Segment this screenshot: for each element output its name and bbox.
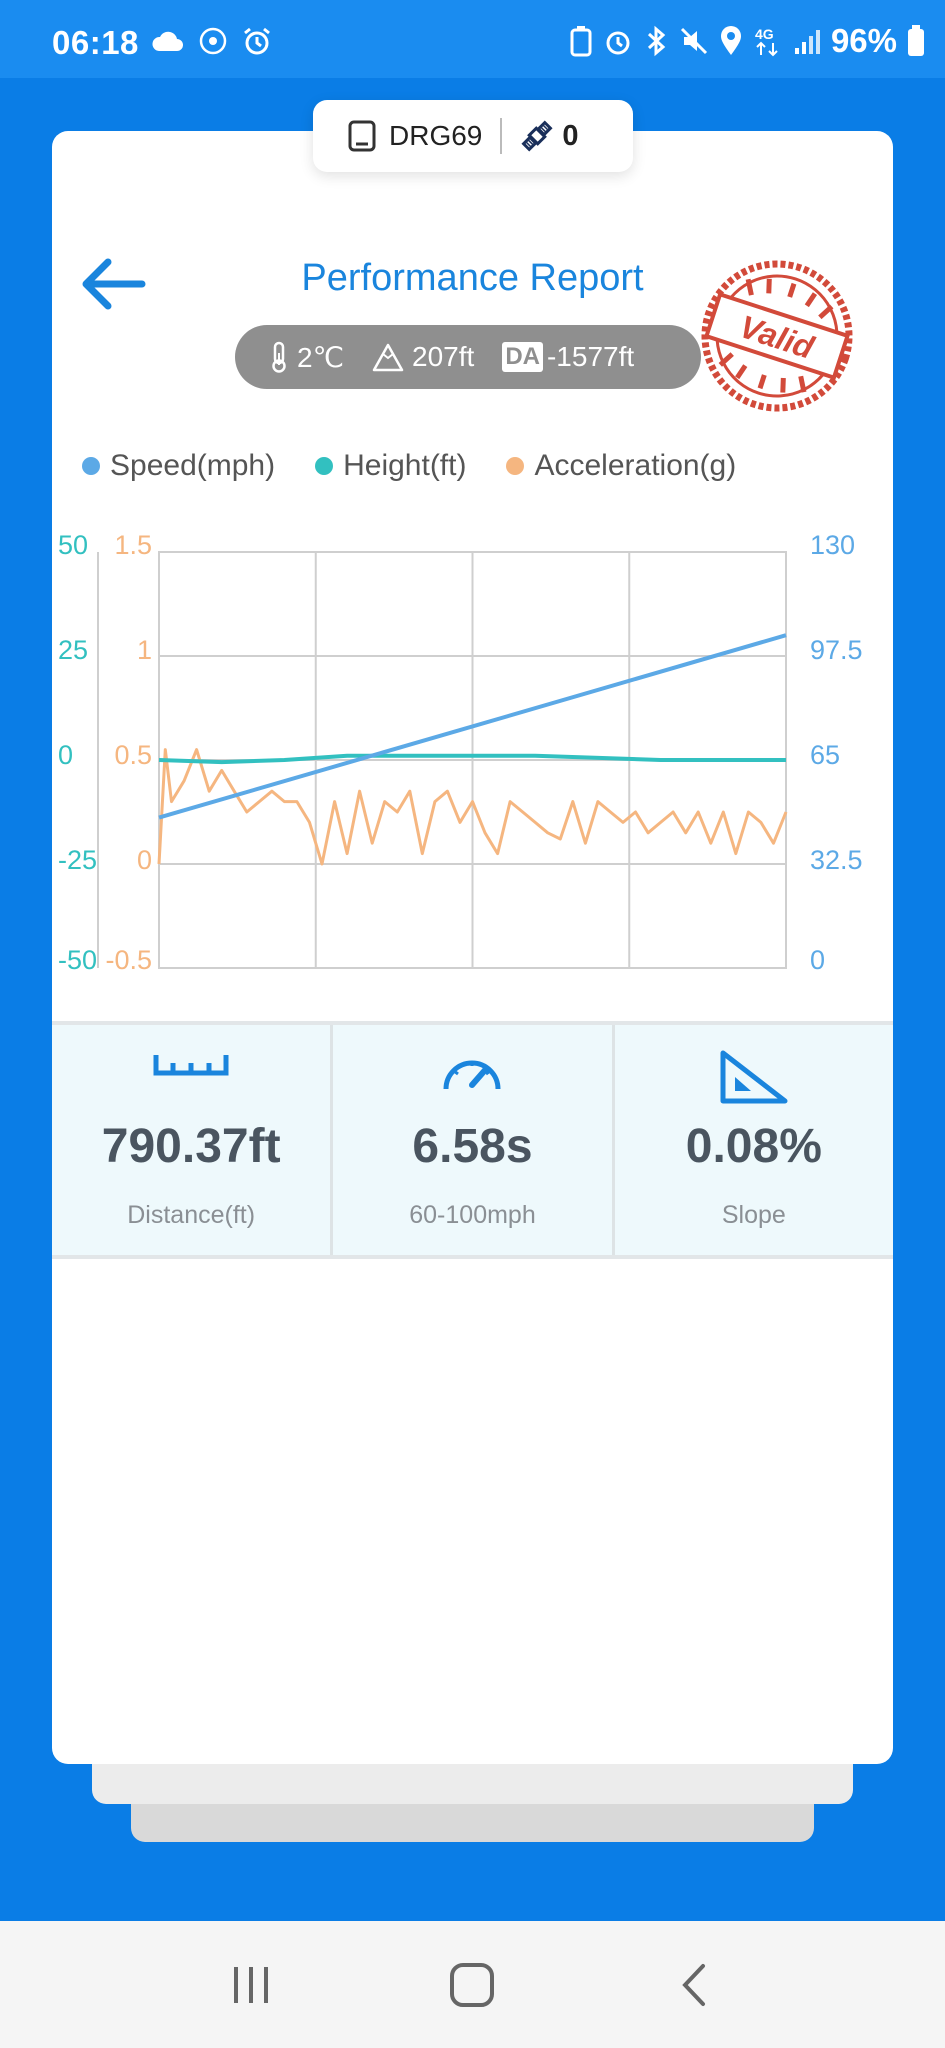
height-line [158, 753, 786, 765]
ruler-icon [153, 1055, 229, 1076]
mountain-icon [372, 343, 404, 372]
legend-acceleration: Acceleration(g) [506, 449, 736, 483]
back-nav-button[interactable] [654, 1945, 734, 2025]
cloud-icon [152, 31, 183, 51]
status-time: 06:18 [52, 24, 139, 61]
battery-percent: 96% [830, 22, 897, 59]
alarm-icon [244, 27, 270, 55]
distance-label: Distance(ft) [127, 1201, 256, 1229]
temperature-value: 2℃ [297, 341, 345, 373]
satellite-count: 0 [562, 119, 579, 152]
legend-dot-speed [82, 457, 100, 475]
divider [500, 118, 503, 154]
location-icon [720, 26, 741, 55]
density-altitude: DA -1577ft [502, 341, 634, 373]
right-tick-label: 130 [810, 530, 855, 560]
alarm-icon [606, 31, 630, 55]
slope-label: Slope [721, 1201, 786, 1229]
battery-saver-icon [570, 26, 592, 57]
legend-speed: Speed(mph) [82, 449, 275, 483]
system-nav-bar [0, 1921, 945, 2048]
stats-row: 790.37ft Distance(ft) 6.58s 60-100mph 0.… [52, 1021, 893, 1259]
left-inner-tick-label: -0.5 [105, 945, 152, 975]
right-tick-label: 32.5 [810, 845, 863, 875]
left-outer-tick-label: 25 [58, 635, 88, 665]
back-icon [682, 1963, 706, 2006]
legend-label-height: Height(ft) [343, 449, 467, 482]
svg-text:4G: 4G [755, 26, 774, 42]
legend-dot-height [315, 457, 334, 475]
left-outer-tick-label: -50 [58, 945, 97, 975]
speedometer-icon [443, 1060, 501, 1090]
home-button[interactable] [432, 1945, 512, 2025]
device-pill[interactable]: DRG69 0 [313, 100, 633, 172]
signal-icon [794, 30, 820, 54]
app-notification-icon [199, 27, 227, 55]
status-right-icons: 4G 96% [569, 22, 925, 60]
speed-line [158, 633, 787, 820]
left-outer-tick-label: -25 [58, 845, 97, 875]
right-tick-label: 97.5 [810, 635, 863, 665]
thermometer-icon [272, 341, 286, 373]
altitude-value: 207ft [412, 341, 475, 372]
time-value: 6.58s [412, 1120, 533, 1173]
chart-legend: Speed(mph) Height(ft) Acceleration(g) [82, 449, 776, 483]
conditions-pill: 2℃ 207ft DA -1577ft [235, 325, 701, 389]
acceleration-line [157, 748, 788, 866]
temperature: 2℃ [269, 341, 344, 374]
device-name: DRG69 [389, 120, 483, 151]
density-altitude-value: -1577ft [546, 341, 635, 372]
right-tick-label: 65 [810, 740, 840, 770]
slope-icon [720, 1050, 788, 1104]
legend-label-speed: Speed(mph) [110, 449, 276, 482]
performance-report-card: Performance Report 2℃ 207ft DA -1577ft V… [52, 131, 893, 1764]
da-badge: DA [502, 342, 543, 372]
recent-apps-button[interactable] [211, 1945, 291, 2025]
time-label: 60-100mph [409, 1201, 536, 1229]
mute-icon [680, 27, 707, 55]
left-inner-tick-label: 1 [137, 635, 152, 665]
slope-value: 0.08% [685, 1120, 822, 1173]
right-tick-label: 0 [810, 945, 825, 975]
distance-value: 790.37ft [101, 1120, 281, 1173]
back-button[interactable] [72, 249, 152, 319]
recent-apps-icon [233, 1966, 268, 2003]
bluetooth-icon [647, 25, 666, 57]
legend-dot-acceleration [506, 457, 525, 475]
left-inner-tick-label: 0 [137, 845, 152, 875]
stat-slope: 0.08% Slope [615, 1025, 893, 1255]
arrow-left-icon [82, 258, 146, 310]
battery-icon [908, 25, 924, 56]
satellite-icon [521, 120, 553, 152]
valid-stamp: Valid [701, 260, 853, 412]
device-icon [348, 120, 376, 152]
left-outer-tick-label: 50 [58, 530, 88, 560]
home-icon [450, 1962, 495, 2007]
legend-label-acceleration: Acceleration(g) [534, 449, 737, 482]
stat-distance: 790.37ft Distance(ft) [52, 1025, 334, 1255]
status-bar: 06:18 4G 96% [0, 0, 945, 78]
status-left-icons [150, 26, 272, 56]
performance-chart: 50 25 0 -25 -50 1.5 1 0.5 0 -0.5 130 97.5 65 32.5 0 [58, 530, 863, 975]
stat-60-100: 6.58s 60-100mph [333, 1025, 615, 1255]
network-4g-icon: 4G [755, 26, 778, 57]
page-title: Performance Report [301, 257, 644, 299]
left-outer-tick-label: 0 [58, 740, 73, 770]
legend-height: Height(ft) [315, 449, 466, 483]
altitude: 207ft [372, 341, 474, 373]
left-inner-tick-label: 0.5 [114, 740, 152, 770]
left-inner-tick-label: 1.5 [114, 530, 152, 560]
